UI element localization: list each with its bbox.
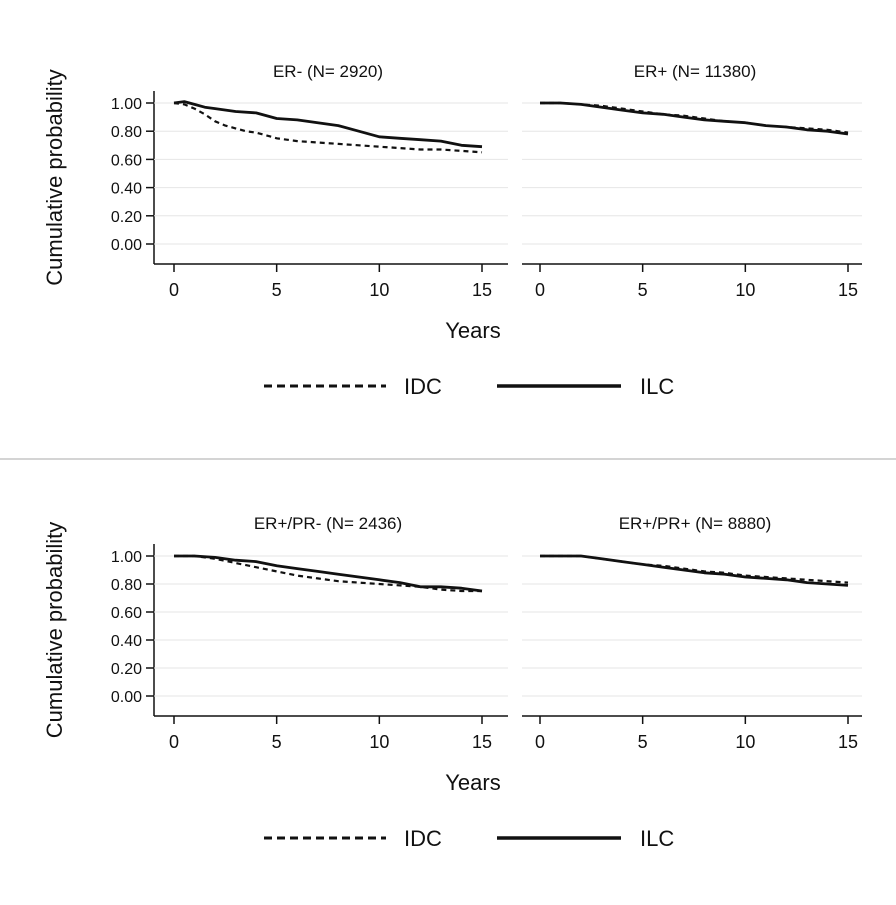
series-line-idc [174,554,482,593]
legend: IDC ILC [264,826,674,851]
y-tick-label: 0.80 [111,124,142,141]
panel-1: ER+/PR- (N= 2436) 0 5 10 15 [154,514,508,752]
panel-title: ER+/PR+ (N= 8880) [619,514,772,533]
x-tick-label: 15 [472,732,492,752]
panel-title: ER- (N= 2920) [273,62,383,81]
x-tick-label: 0 [535,280,545,300]
legend-label-idc: IDC [404,374,442,399]
x-tick-label: 5 [638,732,648,752]
x-tick-label: 15 [838,732,858,752]
x-tick-label: 0 [169,732,179,752]
series-line-ilc [540,101,849,136]
x-tick-label: 15 [472,280,492,300]
panel-title: ER+/PR- (N= 2436) [254,514,402,533]
x-axis-label: Years [445,770,500,795]
series-line-ilc [173,100,483,149]
x-tick-label: 15 [838,280,858,300]
chart-1: Cumulative probability 0.00 0.20 0.40 0.60 0.… [42,62,862,399]
legend-label-idc: IDC [404,826,442,851]
y-tick-label: 0.00 [111,689,142,706]
x-tick-label: 0 [535,732,545,752]
panel-2: ER+ (N= 11380) 0 5 10 15 [522,62,862,300]
y-tick-label: 0.20 [111,661,142,678]
y-axis-label: Cumulative probability [42,69,67,285]
y-tick-label: 0.20 [111,209,142,226]
series-line-ilc [174,554,483,593]
x-tick-label: 5 [272,280,282,300]
y-tick-label: 0.60 [111,152,142,169]
y-tick-label: 0.60 [111,605,142,622]
x-tick-label: 5 [638,280,648,300]
legend-label-ilc: ILC [640,374,674,399]
chart-2: Cumulative probability 0.00 0.20 0.40 0.60 0.… [42,514,862,851]
x-tick-label: 10 [735,732,755,752]
y-axis-label: Cumulative probability [42,522,67,738]
series-line-idc [540,554,849,584]
x-tick-label: 5 [272,732,282,752]
panel-2: ER+/PR+ (N= 8880) 0 5 10 15 [522,514,862,752]
legend-label-ilc: ILC [640,826,674,851]
y-tick-label: 0.00 [111,237,142,254]
y-tick-label: 0.80 [111,577,142,594]
legend: IDC ILC [264,374,674,399]
y-tick-label: 0.40 [111,633,142,650]
x-tick-label: 10 [735,280,755,300]
x-tick-label: 10 [369,280,389,300]
x-tick-label: 0 [169,280,179,300]
y-tick-label: 0.40 [111,181,142,198]
x-tick-label: 10 [369,732,389,752]
y-tick-label: 1.00 [111,549,142,566]
y-tick-label: 1.00 [111,96,142,113]
x-axis-label: Years [445,318,500,343]
series-line-idc [173,101,483,154]
panel-title: ER+ (N= 11380) [634,62,757,81]
panel-1: ER- (N= 2920) 0 5 10 15 [154,62,508,300]
series-line-ilc [540,554,849,587]
